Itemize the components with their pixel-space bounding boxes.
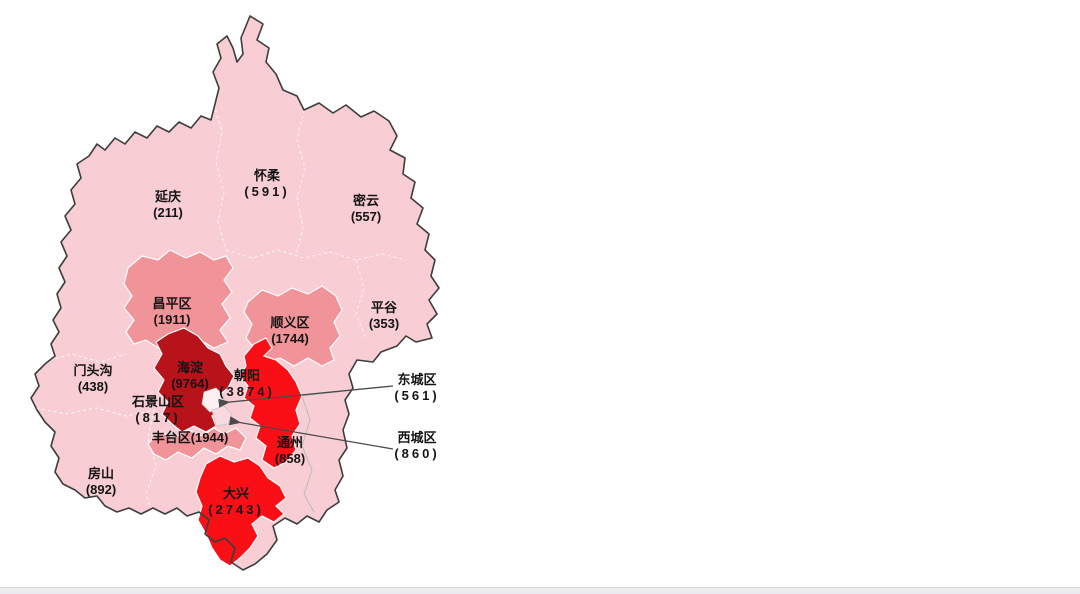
beijing-outline-fill xyxy=(31,16,439,570)
beijing-outline-stroke xyxy=(30,15,440,571)
beijing-map-panel: 延庆 (211) 怀柔 (591) 密云 (557) 昌平区 (1911) 顺义… xyxy=(30,15,440,571)
district-label-shunyi: 顺义区 (1744) xyxy=(270,315,310,346)
callout-label-xicheng: 西城区 (860) xyxy=(394,430,440,461)
district-label-changping: 昌平区 (1911) xyxy=(152,296,192,327)
callout-arrows xyxy=(218,385,394,450)
district-label-mentougou: 门头沟 (438) xyxy=(73,363,113,394)
district-label-fangshan: 房山 (892) xyxy=(85,466,117,497)
district-shape-chaoyang xyxy=(239,337,303,469)
district-label-yanqing: 延庆 (211) xyxy=(153,189,183,220)
district-shape-daxing xyxy=(195,455,287,567)
bottom-divider-strip xyxy=(0,587,1080,594)
interior-boundaries xyxy=(35,103,407,521)
district-label-huairou: 怀柔 (591) xyxy=(244,168,290,199)
district-label-miyun: 密云 (557) xyxy=(350,193,382,224)
district-shape-changping xyxy=(123,249,234,349)
district-label-daxing: 大兴 (2743) xyxy=(208,486,264,517)
beijing-map xyxy=(30,15,440,571)
district-label-tongzhou: 通州 (858) xyxy=(274,435,306,466)
district-label-haidian: 海淀 (9764) xyxy=(171,360,209,391)
district-shape-fengtai xyxy=(147,427,247,461)
district-label-fengtai: 丰台区(1944) xyxy=(151,430,229,445)
district-label-pinggu: 平谷 (353) xyxy=(368,300,400,331)
district-label-chaoyang: 朝阳 (3874) xyxy=(219,368,275,399)
wordcloud-panel: 适合首都 发展的 先进制造技术 海洋工程技术 新能源与高效节能技术 核应用技术 … xyxy=(540,0,1080,594)
callout-label-dongcheng: 东城区 (561) xyxy=(394,372,440,403)
district-label-shijingshan: 石景山区 (817) xyxy=(131,394,185,425)
